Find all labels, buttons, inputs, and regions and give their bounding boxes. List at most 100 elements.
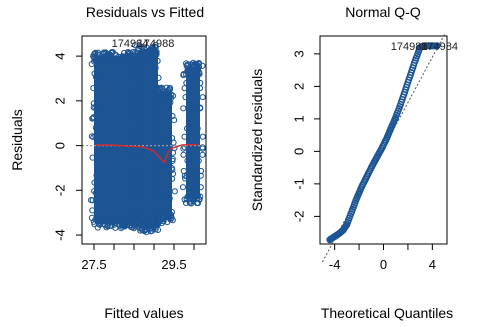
residual-point: [194, 64, 201, 71]
residual-cluster: [179, 59, 206, 207]
residual-point: [125, 51, 132, 58]
residual-point: [184, 157, 191, 164]
residual-point: [184, 125, 191, 132]
residual-point: [136, 135, 143, 142]
residual-point: [151, 48, 159, 55]
residual-point: [141, 220, 148, 227]
residual-point: [199, 94, 206, 101]
qq-points: [326, 42, 441, 244]
residual-point: [119, 53, 126, 60]
qq-point: [433, 42, 441, 50]
y-tick-label: -2: [52, 185, 67, 197]
residual-point: [132, 214, 139, 221]
residual-point: [195, 199, 202, 207]
residual-point: [134, 152, 142, 159]
residual-point: [89, 154, 96, 161]
residual-point: [133, 74, 140, 82]
residual-point: [157, 209, 164, 216]
residual-point: [132, 207, 140, 215]
residual-point: [152, 166, 159, 173]
residual-cluster: [152, 84, 178, 227]
residual-point: [132, 197, 139, 204]
residual-point: [152, 99, 159, 106]
residual-cluster: [132, 42, 164, 236]
residual-point: [139, 224, 146, 232]
residual-point: [136, 102, 143, 109]
residual-point: [152, 129, 159, 136]
residual-point: [193, 173, 201, 180]
residual-point: [199, 133, 206, 140]
residual-point: [153, 91, 160, 98]
residual-point: [168, 94, 175, 102]
residual-point: [136, 164, 143, 171]
residual-point: [169, 217, 176, 224]
residual-point: [190, 191, 197, 198]
residual-point: [133, 93, 140, 100]
y-tick-label: -2: [291, 211, 306, 223]
residual-point: [166, 86, 173, 93]
residuals-x-axis-label: Fitted values: [104, 305, 183, 321]
residual-point: [181, 196, 188, 203]
residual-point: [157, 112, 164, 120]
residual-point: [168, 165, 175, 172]
residual-point: [137, 106, 144, 113]
residuals-smoother-line: [95, 143, 199, 164]
residual-point: [155, 165, 162, 172]
residual-point: [166, 196, 173, 203]
residual-point: [150, 49, 157, 56]
qq-plot-title: Normal Q-Q: [345, 4, 421, 20]
residual-point: [194, 125, 201, 132]
residual-point: [155, 157, 162, 164]
residual-point: [196, 196, 203, 203]
residual-point: [168, 209, 175, 216]
x-tick-label: -4: [329, 257, 341, 272]
residual-point: [189, 69, 196, 76]
residual-point: [137, 180, 144, 187]
residual-point: [88, 61, 95, 68]
residual-point: [91, 70, 98, 77]
residuals-x-ticks: 27.5 29.5: [81, 244, 195, 272]
residual-point: [180, 151, 187, 158]
residual-point: [92, 132, 99, 139]
residual-point: [133, 130, 140, 137]
residual-point: [183, 62, 190, 69]
residual-point: [90, 53, 97, 60]
y-tick-label: 0: [52, 142, 67, 149]
residual-point: [199, 151, 206, 158]
residuals-point-clusters: [88, 42, 206, 236]
residual-point: [142, 226, 149, 234]
y-tick-label: 0: [291, 148, 306, 155]
residual-point: [92, 189, 100, 197]
residual-point: [195, 60, 202, 67]
residual-cluster-fill: [158, 91, 172, 220]
residual-point: [91, 179, 98, 186]
residual-point: [154, 196, 161, 203]
residual-point: [88, 197, 95, 204]
residual-point: [132, 64, 139, 71]
residual-point: [148, 220, 155, 227]
residual-point: [105, 217, 112, 224]
point-id-annotation: 174984: [421, 41, 458, 53]
residual-point: [136, 148, 143, 155]
residual-point: [93, 54, 100, 61]
point-id-annotation: 174988: [138, 38, 175, 50]
y-tick-label: 2: [52, 97, 67, 104]
residual-point: [186, 198, 193, 205]
residual-point: [169, 175, 176, 182]
residual-point: [181, 85, 188, 92]
residual-point: [104, 52, 111, 59]
residual-point: [145, 51, 152, 58]
y-tick-label: -1: [291, 178, 306, 190]
residual-point: [153, 217, 160, 224]
residual-point: [142, 47, 149, 54]
residual-point: [197, 184, 204, 191]
residual-point: [153, 117, 160, 124]
residual-point: [90, 114, 97, 121]
residual-point: [92, 124, 100, 131]
point-id-annotation: 174988: [391, 41, 428, 53]
residual-point: [130, 53, 137, 61]
residual-point: [134, 83, 141, 91]
y-tick-label: 1: [291, 115, 306, 122]
